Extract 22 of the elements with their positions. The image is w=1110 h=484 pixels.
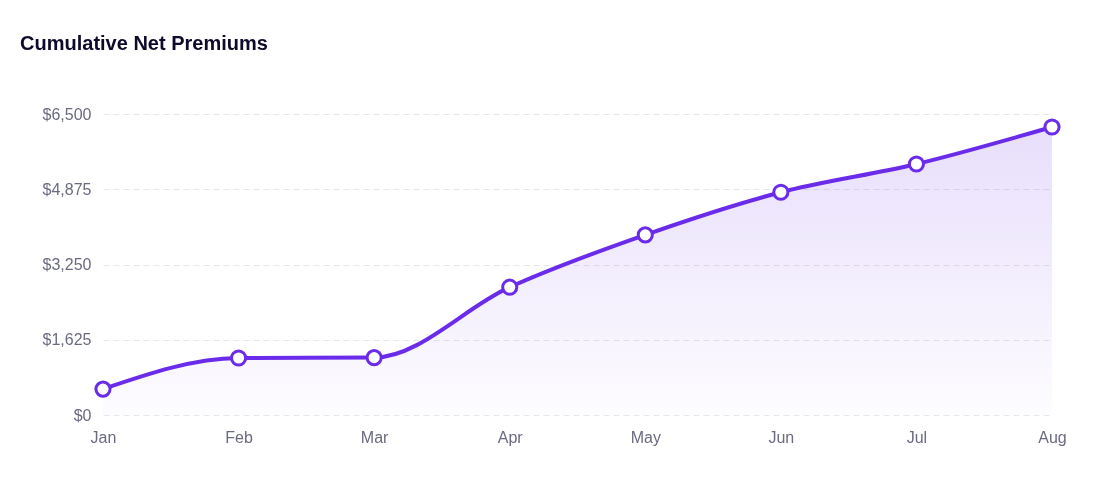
- chart-title: Cumulative Net Premiums: [20, 32, 268, 54]
- point: [501, 278, 519, 296]
- point: [365, 349, 383, 367]
- x-tick-label: May: [630, 428, 661, 446]
- x-tick-label: Apr: [497, 428, 524, 446]
- y-tick-label: $4,875: [42, 180, 92, 198]
- y-tick-label: $6,500: [42, 105, 92, 123]
- point: [907, 155, 925, 173]
- point: [230, 349, 248, 367]
- x-tick-label: Jan: [90, 428, 117, 446]
- y-tick-label: $0: [73, 406, 92, 424]
- point: [94, 380, 112, 398]
- x-tick-label: Mar: [360, 428, 390, 446]
- point: [636, 226, 654, 244]
- x-tick-label: Jun: [768, 428, 795, 446]
- x-tick-label: Feb: [225, 428, 253, 446]
- x-tick-label: Aug: [1038, 428, 1067, 446]
- y-tick-label: $1,625: [42, 331, 92, 349]
- point: [1043, 118, 1061, 136]
- y-tick-label: $3,250: [42, 256, 92, 273]
- x-tick-label: Jul: [906, 428, 928, 446]
- point: [772, 183, 790, 201]
